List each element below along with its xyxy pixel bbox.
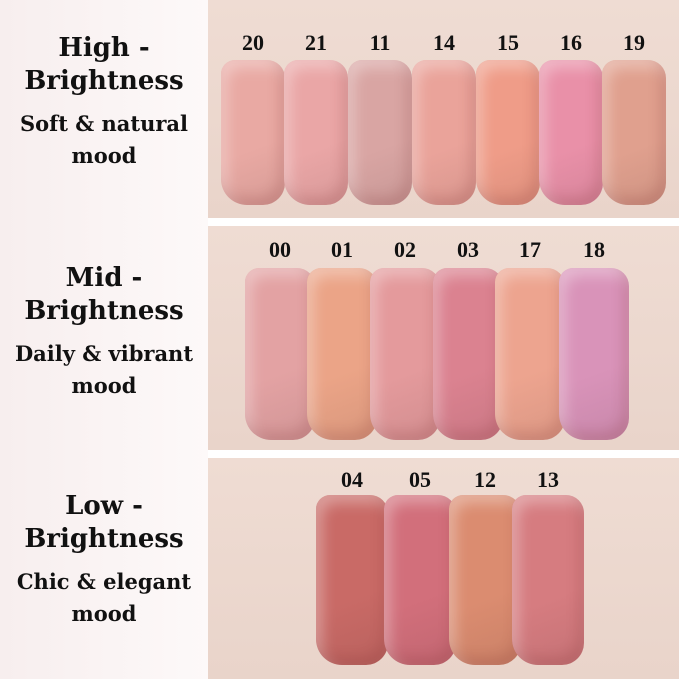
group-label-mid: Mid - Brightness Daily & vibrant mood: [0, 262, 208, 402]
subtitle-line: mood: [71, 143, 137, 168]
shade-swatch: [476, 60, 540, 205]
shade-swatch: [245, 268, 315, 440]
subtitle-line: Chic & elegant: [16, 569, 192, 594]
shade-swatch: [602, 60, 666, 205]
shade-swatch: [559, 268, 629, 440]
shade-number: 12: [474, 467, 496, 492]
title-line: High -: [58, 33, 150, 63]
shade-number: 01: [331, 237, 353, 262]
shade-number: 19: [623, 30, 645, 55]
group-subtitle: Soft & natural mood: [0, 108, 208, 172]
shade-swatch: [433, 268, 503, 440]
shade-swatch: [449, 495, 521, 665]
title-line: Mid -: [65, 263, 143, 293]
shade-swatch: [284, 60, 348, 205]
shade-number: 05: [409, 467, 431, 492]
shade-number: 02: [394, 237, 416, 262]
shade-swatch: [384, 495, 456, 665]
subtitle-line: Daily & vibrant: [14, 341, 194, 366]
group-subtitle: Daily & vibrant mood: [0, 338, 208, 402]
group-label-low: Low - Brightness Chic & elegant mood: [0, 490, 208, 630]
shade-swatch: [495, 268, 565, 440]
group-label-high: High - Brightness Soft & natural mood: [0, 32, 208, 172]
subtitle-line: Soft & natural: [20, 111, 188, 136]
shade-number: 17: [519, 237, 541, 262]
shade-swatch: [412, 60, 476, 205]
shade-number: 14: [433, 30, 455, 55]
shade-number: 00: [269, 237, 291, 262]
shade-swatch: [307, 268, 377, 440]
title-line: Brightness: [24, 66, 184, 96]
group-title: High - Brightness: [0, 32, 208, 98]
shade-number: 21: [305, 30, 327, 55]
shade-swatch: [348, 60, 412, 205]
shade-swatch: [512, 495, 584, 665]
group-title: Mid - Brightness: [0, 262, 208, 328]
shade-swatch: [316, 495, 388, 665]
shade-number: 03: [457, 237, 479, 262]
subtitle-line: mood: [71, 601, 137, 626]
title-line: Brightness: [24, 524, 184, 554]
title-line: Brightness: [24, 296, 184, 326]
shade-swatch: [539, 60, 603, 205]
shade-number: 15: [497, 30, 519, 55]
group-title: Low - Brightness: [0, 490, 208, 556]
group-subtitle: Chic & elegant mood: [0, 566, 208, 630]
subtitle-line: mood: [71, 373, 137, 398]
shade-number: 04: [341, 467, 363, 492]
shade-number: 20: [242, 30, 264, 55]
shade-number: 16: [560, 30, 582, 55]
title-line: Low -: [65, 491, 143, 521]
shade-number: 18: [583, 237, 605, 262]
shade-number: 11: [369, 30, 391, 55]
shade-swatch: [221, 60, 285, 205]
shade-swatch: [370, 268, 440, 440]
shade-number: 13: [537, 467, 559, 492]
